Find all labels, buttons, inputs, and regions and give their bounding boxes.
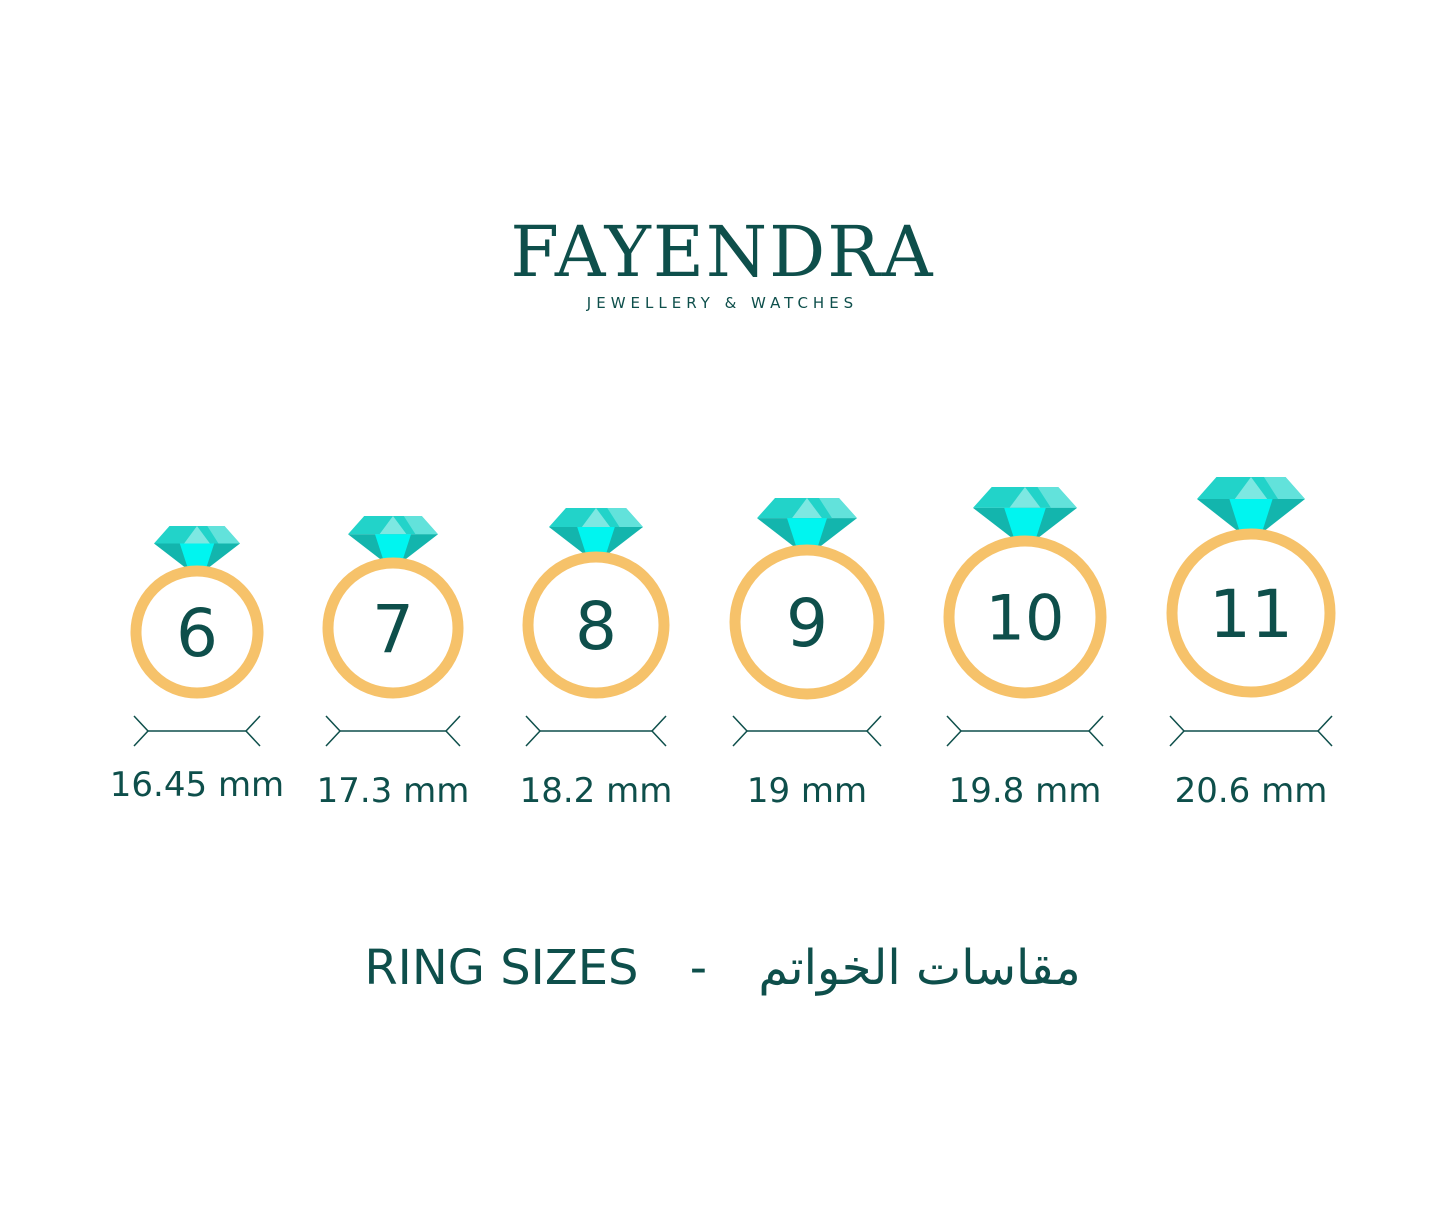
ring-size-11: 11 20.6 mm [1166,477,1336,811]
gem-crown-facet [184,526,210,544]
ring-diameter-label: 19 mm [747,771,867,811]
ring-diameter-label: 20.6 mm [1175,771,1328,811]
gem-crown-facet [792,498,822,519]
gem-crown-facet [1037,487,1077,508]
brand-tagline: JEWELLERY & WATCHES [586,294,859,312]
diameter-measure-line [325,715,461,747]
ring-diameter-label: 17.3 mm [317,771,470,811]
diameter-measure-line [732,715,882,747]
ring-size-number: 8 [575,588,617,665]
gem-crown-facet [581,508,611,527]
gem-crown-facet [403,516,438,535]
measure-arrow-right [865,715,882,747]
gem-crown-facet [819,498,857,519]
ring-diameter-label: 16.45 mm [110,765,284,805]
gem-crown-facet [1234,477,1268,500]
measure-arrow-left [732,715,749,747]
measure-arrow-right [444,715,461,747]
gem-crown-facet [607,508,643,527]
measure-arrow-right [244,715,261,747]
ring-size-10: 10 19.8 mm [943,487,1107,811]
measure-arrow-left [325,715,342,747]
ring-diameter-label: 18.2 mm [520,771,673,811]
ring-diameter-label: 19.8 mm [949,771,1102,811]
ring-size-number: 6 [176,595,218,672]
ring-size-7: 7 17.3 mm [317,516,470,811]
ring-size-9: 9 19 mm [729,498,885,811]
ring-size-number: 11 [1209,576,1293,653]
diameter-measure-line [1169,715,1333,747]
ring-band [1166,528,1336,698]
footer-title: RING SIZES - مقاسات الخواتم [0,940,1445,996]
gem-pavilion-facet [375,534,411,562]
ring-band [130,565,264,699]
ring-size-8: 8 18.2 mm [520,508,673,811]
title-separator: - [689,940,708,996]
diameter-measure-line [946,715,1104,747]
ring-band [522,551,670,699]
measure-arrow-right [1087,715,1104,747]
gem-icon [154,526,240,570]
title-english: RING SIZES [364,940,639,996]
measure-arrow-right [1316,715,1333,747]
ring-size-number: 9 [786,585,828,662]
gem-pavilion-facet [1004,507,1046,540]
gem-icon [757,498,857,549]
gem-icon [1197,477,1305,533]
gem-pavilion-facet [179,543,215,570]
measure-arrow-left [133,715,150,747]
diameter-measure-line [525,715,667,747]
ring-band [729,544,885,700]
measure-arrow-left [1169,715,1186,747]
gem-pavilion-facet [577,527,615,556]
gem-icon [549,508,643,556]
gem-crown-facet [207,526,240,544]
gem-crown-facet [1009,487,1041,508]
diameter-measure-line [133,715,261,747]
measure-arrow-left [946,715,963,747]
ring-size-number: 7 [372,591,414,668]
gem-pavilion-facet [787,518,827,549]
ring-size-6: 6 16.45 mm [110,526,284,805]
gem-pavilion-facet [1229,499,1273,533]
measure-arrow-right [650,715,667,747]
gem-crown-facet [1263,477,1305,500]
brand-logo-name: FAYENDRA [510,211,935,293]
gem-icon [973,487,1077,540]
measure-arrow-left [525,715,542,747]
gem-crown-facet [379,516,407,535]
gem-icon [348,516,438,562]
ring-band [943,535,1107,699]
title-arabic: مقاسات الخواتم [758,940,1081,996]
ring-band [322,557,464,699]
ring-size-number: 10 [986,581,1065,654]
